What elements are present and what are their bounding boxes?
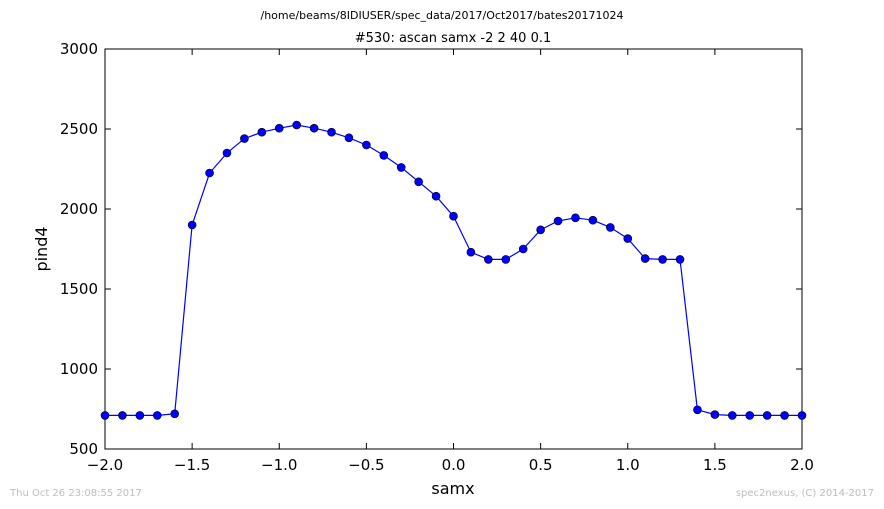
data-series — [100, 120, 807, 420]
x-tick-label: −0.5 — [348, 456, 384, 474]
data-point — [571, 213, 580, 223]
y-tick-label: 1500 — [60, 280, 98, 298]
data-point — [222, 148, 232, 158]
x-tick-label: −1.0 — [261, 456, 297, 474]
data-point — [118, 411, 127, 420]
x-tick-label: −2.0 — [87, 456, 123, 474]
x-tick-label: 0.5 — [529, 456, 553, 474]
data-point — [501, 255, 511, 264]
data-point — [257, 127, 267, 137]
data-point — [553, 216, 563, 226]
data-point — [762, 411, 772, 420]
data-point — [623, 234, 633, 243]
x-tick-label: −1.5 — [174, 456, 210, 474]
data-point — [152, 411, 162, 420]
data-point — [640, 254, 650, 263]
data-point — [274, 123, 284, 133]
data-point — [484, 255, 493, 264]
data-point — [396, 163, 406, 172]
x-tick-label: 1.5 — [703, 456, 727, 474]
data-point — [344, 133, 354, 143]
x-axis-label: samx — [431, 479, 474, 498]
data-point — [309, 123, 319, 133]
plot-area — [104, 48, 803, 450]
data-point — [135, 411, 145, 420]
x-tick-label: 2.0 — [790, 456, 814, 474]
x-axis: −2.0 −1.5 −1.0 −0.5 0.0 0.5 1.0 1.5 2.0 — [87, 49, 814, 474]
footer-timestamp: Thu Oct 26 23:08:55 2017 — [10, 488, 142, 499]
y-axis: 500 1000 1500 2000 2500 3000 — [60, 40, 802, 458]
data-point — [187, 220, 197, 230]
y-tick-label: 1000 — [60, 360, 98, 378]
data-point — [536, 225, 545, 235]
data-point — [414, 177, 423, 187]
data-point — [710, 410, 720, 419]
data-point — [518, 244, 528, 254]
data-point — [693, 405, 702, 415]
y-tick-label: 2000 — [60, 200, 98, 218]
data-point — [292, 120, 301, 130]
data-point — [780, 411, 789, 420]
data-point — [100, 411, 110, 420]
x-tick-label: 1.0 — [616, 456, 640, 474]
data-point — [745, 411, 755, 420]
data-point — [588, 215, 598, 225]
data-point — [170, 409, 179, 419]
data-point — [675, 255, 685, 264]
data-point — [449, 211, 458, 221]
y-tick-label: 3000 — [60, 40, 98, 58]
y-axis-label: pind4 — [32, 226, 51, 271]
x-tick-label: 0.0 — [442, 456, 466, 474]
data-point — [727, 411, 737, 420]
y-tick-label: 2500 — [60, 120, 98, 138]
data-point — [606, 223, 615, 232]
suptitle: /home/beams/8IDIUSER/spec_data/2017/Oct2… — [261, 9, 624, 22]
data-point — [797, 411, 807, 420]
chart-title: #530: ascan samx -2 2 40 0.1 — [355, 31, 552, 46]
data-point — [205, 168, 214, 178]
data-point — [466, 247, 476, 257]
y-tick-label: 500 — [69, 440, 98, 458]
data-point — [658, 255, 667, 264]
footer-credit: spec2nexus, (C) 2014-2017 — [735, 488, 874, 499]
data-point — [327, 127, 336, 137]
data-point — [240, 134, 249, 143]
data-point — [379, 151, 389, 160]
data-point — [431, 191, 441, 201]
data-point — [362, 140, 371, 150]
